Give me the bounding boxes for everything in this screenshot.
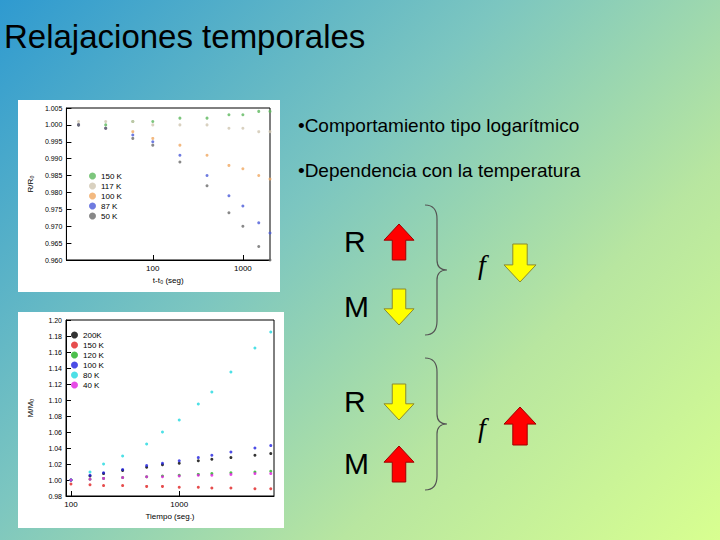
svg-text:1.20: 1.20 [48, 317, 62, 324]
svg-text:0.98: 0.98 [48, 493, 62, 500]
svg-text:1.02: 1.02 [48, 461, 62, 468]
svg-text:1.005: 1.005 [45, 105, 63, 112]
svg-text:0.975: 0.975 [45, 206, 63, 213]
svg-text:f: f [478, 412, 489, 443]
svg-text:1.00: 1.00 [48, 477, 62, 484]
svg-text:R/R₀: R/R₀ [26, 175, 35, 192]
svg-text:120 K: 120 K [83, 351, 105, 360]
svg-text:0.985: 0.985 [45, 172, 63, 179]
svg-text:150 K: 150 K [83, 341, 105, 350]
svg-text:t-t₀ (seg): t-t₀ (seg) [153, 276, 184, 285]
svg-text:200K: 200K [83, 331, 102, 340]
svg-text:1000: 1000 [234, 264, 252, 273]
svg-text:150 K: 150 K [101, 172, 123, 181]
svg-text:100 K: 100 K [83, 361, 105, 370]
svg-text:80 K: 80 K [83, 371, 100, 380]
svg-text:Tiempo (seg.): Tiempo (seg.) [145, 512, 194, 521]
html-text:•Dependencia con la temperatur: •Dependencia con la temperatura [298, 160, 581, 181]
svg-text:117 K: 117 K [101, 182, 122, 191]
svg-text:0.995: 0.995 [45, 138, 63, 145]
svg-text:50 K: 50 K [101, 212, 118, 221]
svg-text:1.18: 1.18 [48, 333, 62, 340]
svg-text:0.960: 0.960 [45, 257, 63, 264]
svg-text:R: R [344, 385, 366, 418]
svg-text:1.12: 1.12 [48, 381, 62, 388]
svg-text:0.970: 0.970 [45, 223, 63, 230]
svg-text:1.10: 1.10 [48, 397, 62, 404]
svg-text:f: f [478, 249, 489, 280]
svg-text:1.14: 1.14 [48, 365, 62, 372]
svg-text:R: R [344, 225, 366, 258]
svg-text:1.08: 1.08 [48, 413, 62, 420]
svg-text:1.06: 1.06 [48, 429, 62, 436]
svg-text:100: 100 [64, 500, 78, 509]
svg-text:0.965: 0.965 [45, 240, 63, 247]
svg-text:100: 100 [146, 264, 160, 273]
svg-text:100 K: 100 K [101, 192, 123, 201]
svg-text:1000: 1000 [170, 500, 188, 509]
svg-text:0.990: 0.990 [45, 155, 63, 162]
svg-text:1.000: 1.000 [45, 121, 63, 128]
svg-text:1.16: 1.16 [48, 349, 62, 356]
svg-text:M/M₀: M/M₀ [26, 399, 35, 418]
svg-text:0.980: 0.980 [45, 189, 63, 196]
svg-text:1.04: 1.04 [48, 445, 62, 452]
svg-text:87 K: 87 K [101, 202, 118, 211]
html-text:•Comportamiento tipo logarítmi: •Comportamiento tipo logarítmico [298, 115, 580, 136]
svg-text:40 K: 40 K [83, 381, 100, 390]
svg-text:M: M [344, 447, 369, 480]
svg-text:M: M [344, 290, 369, 323]
html-text:Relajaciones temporales: Relajaciones temporales [4, 18, 366, 55]
